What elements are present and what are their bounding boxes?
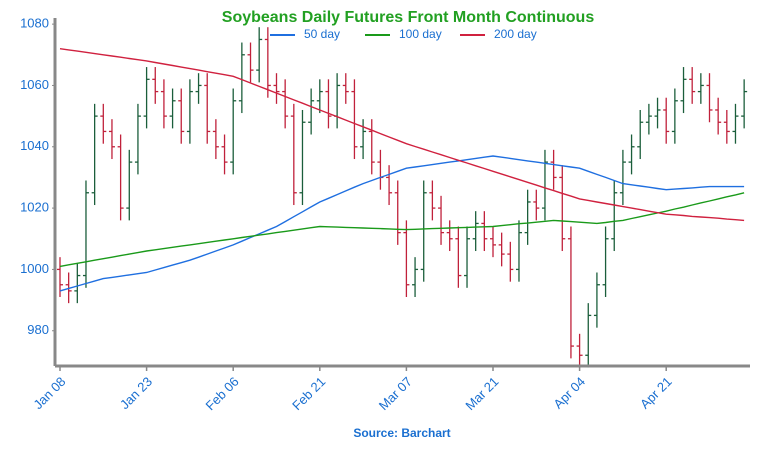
y-tick-label: 1040 [20, 138, 49, 153]
y-tick-label: 1020 [20, 200, 49, 215]
x-tick-label: Mar 21 [462, 374, 501, 413]
legend-label: 100 day [399, 27, 442, 41]
legend-label: 50 day [304, 27, 340, 41]
x-tick-label: Feb 21 [289, 374, 328, 413]
source: Source: Barchart [353, 426, 450, 440]
x-tick-label: Mar 07 [376, 374, 415, 413]
x-tick-label: Jan 23 [117, 374, 155, 412]
y-tick-label: 980 [27, 322, 49, 337]
legend-label: 200 day [494, 27, 537, 41]
x-tick-label: Feb 06 [203, 374, 242, 413]
x-tick-label: Apr 04 [550, 374, 588, 412]
x-tick-label: Apr 21 [637, 374, 675, 412]
chart-title: Soybeans Daily Futures Front Month Conti… [222, 9, 595, 26]
ma-line [59, 192, 745, 268]
ma-line [59, 48, 745, 222]
x-tick-label: Jan 08 [30, 374, 68, 412]
y-tick-label: 1080 [20, 16, 49, 31]
y-tick-label: 1060 [20, 77, 49, 92]
ma-line [59, 155, 745, 292]
y-tick-label: 1000 [20, 261, 49, 276]
